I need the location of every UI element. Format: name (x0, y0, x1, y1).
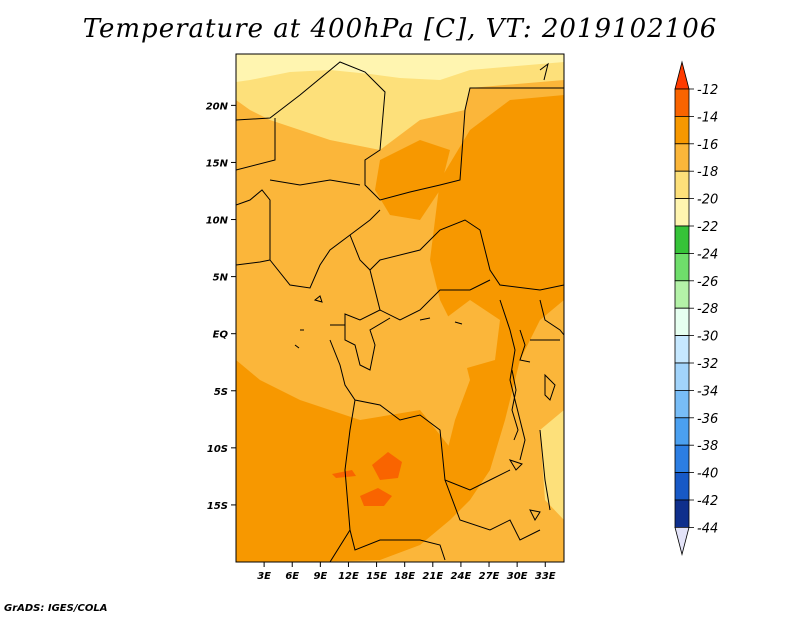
colorbar-label: -42 (697, 494, 718, 509)
field-spot-12-14-a (372, 452, 402, 480)
x-tick-label: 24E (451, 571, 472, 582)
y-tick-label: 10N (206, 216, 229, 227)
colorbar-top-arrow (674, 60, 690, 90)
field-spot-12-14-b (360, 488, 392, 506)
country-boundaries (236, 61, 564, 562)
colorbar-label: -28 (697, 302, 718, 317)
colorbar-swatch (674, 198, 690, 227)
x-tick-label: 3E (257, 571, 271, 582)
field-band-14-16-south (236, 360, 460, 562)
field-pocket-16-18 (430, 300, 500, 370)
colorbar-bottom-arrow (674, 527, 690, 556)
colorbar-label: -20 (697, 193, 718, 208)
field-band-20-22 (236, 54, 564, 82)
colorbar-swatch (674, 88, 690, 117)
x-tick-label: 27E (479, 571, 500, 582)
colorbar-label: -44 (697, 521, 718, 536)
field-band-14-16-north (375, 140, 450, 220)
colorbar-swatch (674, 417, 690, 446)
colorbar-swatch (674, 116, 690, 145)
field-spot-12-14-c (332, 470, 356, 478)
colorbar-label: -12 (697, 83, 718, 98)
x-tick-label: 21E (422, 571, 443, 582)
colorbar-label: -14 (697, 110, 718, 125)
temperature-field (236, 54, 564, 562)
x-tick-label: 18E (394, 571, 415, 582)
colorbar-label: -24 (697, 247, 718, 262)
y-axis: 20N 15N 10N 5N EQ 5S 10S 15S (206, 101, 236, 512)
y-tick-label: 15S (207, 501, 228, 512)
colorbar-swatch (674, 499, 690, 528)
colorbar-swatch (674, 307, 690, 337)
field-band-18-20 (236, 54, 564, 150)
colorbar-label: -40 (697, 467, 718, 482)
y-tick-label: 5S (214, 387, 228, 398)
colorbar-swatch (674, 389, 690, 419)
field-band-14-16-east (430, 95, 564, 520)
map-frame (235, 53, 565, 563)
colorbar-label: -34 (697, 384, 718, 399)
colorbar-label: -16 (697, 138, 718, 153)
x-tick-label: 12E (338, 571, 359, 582)
colorbar-label: -26 (697, 275, 718, 290)
colorbar-swatch (674, 362, 690, 391)
chart-title: Temperature at 400hPa [C], VT: 201910210… (82, 14, 718, 44)
colorbar-swatch (674, 280, 690, 309)
y-tick-label: EQ (213, 330, 229, 341)
y-tick-label: 10S (207, 444, 228, 455)
y-tick-label: 20N (206, 101, 229, 112)
colorbar-swatch (674, 143, 690, 172)
colorbar-swatch (674, 170, 690, 199)
field-pocket-18-20 (540, 410, 564, 520)
x-tick-label: 6E (285, 571, 299, 582)
colorbar-label: -38 (697, 439, 718, 454)
y-tick-label: 15N (206, 158, 229, 169)
colorbar-swatch (674, 335, 690, 364)
colorbar-swatch (674, 472, 690, 501)
colorbar-swatch (674, 444, 690, 474)
x-tick-label: 33E (535, 571, 556, 582)
x-tick-label: 30E (507, 571, 528, 582)
x-axis: 3E 6E 9E 12E 15E 18E 21E 24E 27E 30E 33E (257, 562, 556, 582)
colorbar-label: -36 (697, 412, 718, 427)
colorbar-swatch (674, 252, 690, 282)
colorbar-label: -22 (697, 220, 718, 235)
colorbar-label: -32 (697, 357, 718, 372)
colorbar-label: -18 (697, 165, 718, 180)
colorbar: -12 -14 -16 -18 -20 -22 -24 -26 -28 -30 -32 -34 -36 -… (674, 60, 718, 556)
y-tick-label: 5N (213, 273, 229, 284)
colorbar-label: -30 (697, 330, 718, 345)
x-tick-label: 15E (366, 571, 387, 582)
x-tick-label: 9E (313, 571, 327, 582)
colorbar-swatch (674, 225, 690, 254)
credit-text: GrADS: IGES/COLA (4, 603, 108, 614)
